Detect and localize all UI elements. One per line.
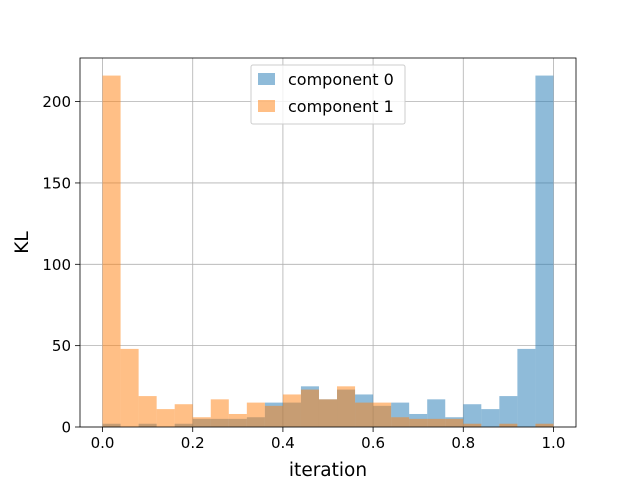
bar-component-1 [391, 417, 410, 427]
legend-label-component-0: component 0 [288, 70, 394, 89]
bar-component-0 [463, 404, 482, 427]
bar-component-1 [499, 423, 518, 427]
x-tick-label: 0.8 [451, 434, 475, 452]
legend: component 0 component 1 [250, 64, 406, 125]
bar-component-0 [535, 75, 554, 428]
y-tick-label: 200 [42, 93, 71, 111]
y-axis-ticks: 0 50 100 150 200 [42, 93, 80, 437]
bar-component-1 [156, 409, 175, 427]
bar-component-1 [318, 399, 338, 427]
x-axis-ticks: 0.0 0.2 0.4 0.6 0.8 1.0 [91, 427, 566, 452]
y-tick-label: 0 [61, 419, 71, 437]
bar-component-1 [355, 402, 374, 427]
x-tick-label: 0.0 [91, 434, 115, 452]
bar-component-1 [210, 399, 229, 427]
bar-component-1 [102, 75, 121, 428]
legend-label-component-1: component 1 [288, 97, 394, 116]
bar-component-1 [246, 402, 265, 427]
bar-component-0 [499, 396, 518, 427]
bar-component-1 [300, 389, 319, 427]
bar-component-0 [517, 348, 536, 427]
x-axis-label: iteration [289, 460, 367, 480]
bar-component-1 [228, 413, 247, 427]
bar-component-1 [427, 418, 446, 427]
bar-component-1 [337, 386, 356, 427]
bar-component-1 [174, 404, 193, 427]
x-tick-label: 0.4 [271, 434, 295, 452]
y-tick-label: 100 [42, 256, 71, 274]
bar-component-1 [373, 402, 392, 427]
bar-component-1 [535, 423, 554, 427]
x-tick-label: 0.6 [361, 434, 385, 452]
bar-component-1 [120, 348, 139, 427]
x-tick-label: 0.2 [181, 434, 205, 452]
bar-component-1 [192, 417, 211, 427]
legend-box [250, 64, 406, 125]
bar-component-1 [264, 405, 283, 427]
x-tick-label: 1.0 [542, 434, 566, 452]
bar-component-1 [409, 418, 428, 427]
y-tick-label: 150 [42, 174, 71, 192]
bar-component-1 [138, 396, 157, 427]
bars [102, 75, 554, 428]
legend-swatch-component-1 [258, 100, 275, 112]
y-axis-label: KL [12, 231, 33, 254]
bar-component-1 [445, 418, 464, 427]
plot-frame [79, 57, 577, 428]
bar-component-1 [463, 423, 482, 427]
bar-component-0 [481, 409, 500, 427]
bar-component-1 [282, 394, 301, 427]
y-tick-label: 50 [52, 337, 71, 355]
legend-swatch-component-0 [258, 73, 275, 85]
